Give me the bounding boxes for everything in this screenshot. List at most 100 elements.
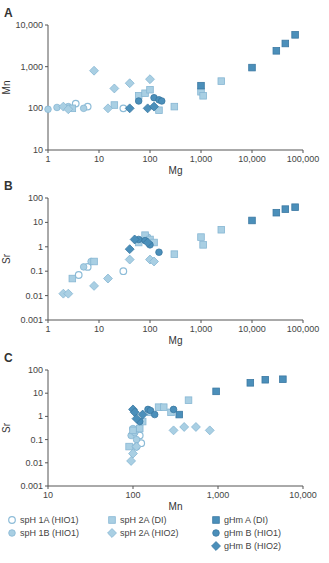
y-tick xyxy=(45,439,48,440)
point xyxy=(146,75,155,84)
x-tick-label: 1,000 xyxy=(190,324,213,334)
legend-marker xyxy=(212,542,221,551)
x-tick xyxy=(150,150,151,153)
point xyxy=(125,245,134,254)
x-tick-label: 100 xyxy=(125,490,140,500)
y-tick-label: 0.001 xyxy=(20,481,43,491)
y-tick-label: 0.01 xyxy=(25,291,43,301)
legend-marker xyxy=(9,517,16,524)
x-tick-label: 10 xyxy=(94,154,104,164)
legend-label: gHm A (DI) xyxy=(224,515,268,525)
y-tick-label: 0.001 xyxy=(20,315,43,325)
point xyxy=(180,423,189,432)
y-axis-label: Sr xyxy=(1,422,12,433)
point xyxy=(125,104,134,113)
y-tick xyxy=(45,271,48,272)
point xyxy=(75,272,82,279)
point xyxy=(104,104,113,113)
legend-label: spH 1B (HIO1) xyxy=(20,528,79,538)
point xyxy=(169,426,178,435)
y-tick-label: 1 xyxy=(38,411,43,421)
x-tick xyxy=(133,486,134,489)
point xyxy=(171,103,178,110)
y-tick-label: 0.1 xyxy=(30,266,43,276)
x-tick-label: 1 xyxy=(45,154,50,164)
legend: spH 1A (HIO1)spH 1B (HIO1)spH 2A (DI)spH… xyxy=(9,515,281,551)
point xyxy=(147,86,154,93)
point xyxy=(247,380,254,387)
y-tick-label: 100 xyxy=(28,103,43,113)
x-tick-label: 10 xyxy=(94,324,104,334)
y-tick xyxy=(45,66,48,67)
x-tick xyxy=(252,320,253,323)
x-tick xyxy=(252,150,253,153)
points xyxy=(45,32,299,114)
x-tick xyxy=(99,150,100,153)
y-tick xyxy=(45,246,48,247)
point xyxy=(200,242,207,249)
legend-marker xyxy=(108,529,117,538)
point xyxy=(64,105,73,114)
legend-marker xyxy=(213,517,220,524)
y-tick-label: 100 xyxy=(28,193,43,203)
x-tick xyxy=(150,320,151,323)
y-tick xyxy=(45,393,48,394)
point xyxy=(150,102,159,111)
x-tick xyxy=(201,150,202,153)
point xyxy=(280,376,287,383)
points xyxy=(59,204,299,298)
panel: A1101001,00010,000100,000101001,00010,00… xyxy=(1,6,319,176)
legend-marker xyxy=(9,530,16,537)
point xyxy=(249,217,256,224)
point xyxy=(150,257,159,266)
y-tick xyxy=(45,295,48,296)
x-tick-label: 10,000 xyxy=(289,490,317,500)
y-axis xyxy=(48,25,49,150)
x-tick xyxy=(303,486,304,489)
legend-label: gHm B (HIO1) xyxy=(224,528,281,538)
y-tick xyxy=(45,462,48,463)
x-tick xyxy=(218,486,219,489)
point xyxy=(127,457,136,466)
y-tick xyxy=(45,416,48,417)
x-tick xyxy=(303,320,304,323)
y-tick xyxy=(45,25,48,26)
point xyxy=(249,64,256,71)
y-tick-label: 0.01 xyxy=(25,458,43,468)
figure: A1101001,00010,000100,000101001,00010,00… xyxy=(0,0,329,563)
point xyxy=(171,251,178,258)
panel-label: C xyxy=(4,351,13,365)
point xyxy=(198,82,205,89)
point xyxy=(138,410,147,419)
y-tick xyxy=(45,198,48,199)
point xyxy=(213,388,220,395)
point xyxy=(90,281,99,290)
point xyxy=(282,206,289,213)
point xyxy=(218,78,225,85)
x-tick-label: 100,000 xyxy=(287,154,320,164)
x-tick xyxy=(201,320,202,323)
point xyxy=(282,40,289,47)
point xyxy=(64,289,73,298)
point xyxy=(80,105,87,112)
point xyxy=(69,275,76,282)
x-tick-label: 100 xyxy=(142,324,157,334)
point xyxy=(130,235,139,244)
y-tick-label: 10,000 xyxy=(15,20,43,30)
legend-label: spH 1A (HIO1) xyxy=(20,515,79,525)
point xyxy=(292,32,299,39)
point xyxy=(125,79,134,88)
point xyxy=(273,48,280,55)
y-tick xyxy=(45,150,48,151)
x-axis xyxy=(48,486,303,487)
point xyxy=(262,376,269,383)
point xyxy=(156,249,163,256)
x-axis xyxy=(48,150,303,151)
y-axis xyxy=(48,370,49,486)
y-tick xyxy=(45,222,48,223)
point xyxy=(126,443,133,450)
legend-marker xyxy=(109,517,116,524)
y-axis-label: Mn xyxy=(1,81,12,95)
legend-label: spH 2A (DI) xyxy=(120,515,167,525)
point xyxy=(136,425,143,432)
